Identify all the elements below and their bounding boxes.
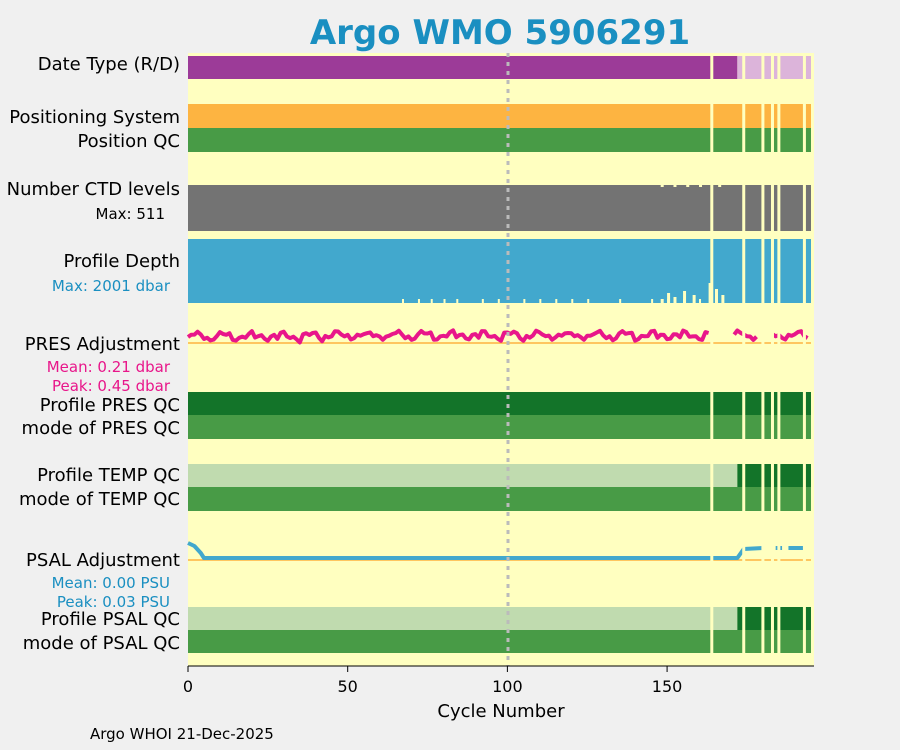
depth-notch	[401, 299, 404, 303]
profile-depth-band	[188, 239, 814, 303]
ctd-notch	[699, 185, 703, 187]
missing-cycle-gap	[811, 53, 814, 666]
label-depth-max: Max: 2001 dbar	[52, 277, 171, 295]
depth-notch	[699, 299, 702, 303]
x-axis-ticks: 0 50 100 150	[183, 666, 682, 696]
mode-psal-qc-band	[188, 630, 814, 653]
x-tick-label: 0	[183, 677, 193, 696]
profile-psal-qc-dark-band	[737, 607, 814, 630]
ctd-notch	[718, 185, 722, 187]
label-position-qc: Position QC	[77, 131, 180, 152]
label-pres-mean: Mean: 0.21 dbar	[47, 358, 171, 376]
position-qc-band	[188, 128, 814, 152]
label-ctd-max: Max: 511	[96, 205, 165, 223]
depth-notch	[619, 299, 622, 303]
depth-notch	[708, 283, 712, 303]
label-psal-peak: Peak: 0.03 PSU	[57, 593, 170, 611]
depth-notch	[481, 299, 484, 303]
missing-cycle-gap	[802, 53, 806, 666]
depth-notch	[667, 293, 671, 303]
missing-cycle-gaps	[710, 53, 814, 666]
mode-temp-qc-band	[188, 487, 814, 511]
label-date-type: Date Type (R/D)	[38, 54, 180, 75]
x-tick-label: 150	[652, 677, 683, 696]
depth-notch	[714, 289, 718, 303]
label-positioning-system: Positioning System	[9, 107, 180, 128]
missing-cycle-gap	[742, 53, 746, 666]
depth-notch	[692, 295, 696, 303]
date-type-delayed-band	[188, 56, 738, 79]
depth-notch	[673, 297, 677, 303]
ctd-levels-band	[188, 185, 814, 231]
depth-notch	[683, 291, 687, 303]
depth-notch	[587, 299, 590, 303]
depth-notch	[660, 299, 664, 303]
ctd-notch	[673, 185, 677, 187]
depth-notch	[555, 299, 558, 303]
profile-temp-qc-dark-band	[737, 464, 814, 487]
label-profile-pres-qc: Profile PRES QC	[40, 395, 180, 416]
footer-credit: Argo WHOI 21-Dec-2025	[90, 725, 274, 743]
qc-rows	[186, 56, 814, 653]
label-ctd-levels: Number CTD levels	[7, 179, 180, 200]
label-profile-psal-qc: Profile PSAL QC	[41, 609, 180, 630]
label-mode-psal-qc: mode of PSAL QC	[23, 633, 180, 654]
depth-notch	[417, 299, 420, 303]
profile-temp-qc-light-band	[188, 464, 738, 487]
positioning-system-band	[188, 104, 814, 128]
depth-notch	[430, 299, 433, 303]
missing-cycle-gap	[710, 53, 714, 666]
label-mode-temp-qc: mode of TEMP QC	[19, 489, 180, 510]
x-axis-label: Cycle Number	[437, 701, 565, 722]
depth-notch	[539, 299, 542, 303]
ctd-notch	[660, 185, 664, 187]
missing-cycle-gap	[761, 53, 765, 666]
depth-notch	[651, 299, 654, 303]
label-profile-temp-qc: Profile TEMP QC	[37, 465, 180, 486]
label-psal-adjustment: PSAL Adjustment	[26, 550, 180, 571]
plot-area	[188, 53, 814, 666]
depth-notch	[523, 299, 526, 303]
depth-notch	[443, 299, 446, 303]
chart-title: Argo WMO 5906291	[310, 13, 690, 53]
label-pres-peak: Peak: 0.45 dbar	[52, 377, 171, 395]
x-tick-label: 50	[338, 677, 358, 696]
depth-notch	[571, 299, 574, 303]
missing-cycle-gap	[777, 53, 781, 666]
label-psal-mean: Mean: 0.00 PSU	[52, 574, 170, 592]
profile-pres-qc-band	[188, 392, 814, 415]
label-mode-pres-qc: mode of PRES QC	[22, 418, 180, 439]
mode-pres-qc-band	[188, 415, 814, 439]
ctd-notch	[686, 185, 690, 187]
missing-cycle-gap	[770, 53, 774, 666]
depth-notch	[721, 295, 725, 303]
date-type-realtime-band	[737, 56, 814, 79]
depth-notch	[497, 299, 500, 303]
label-pres-adjustment: PRES Adjustment	[25, 334, 180, 355]
x-tick-label: 100	[492, 677, 523, 696]
profile-psal-qc-light-band	[188, 607, 738, 630]
depth-notch	[456, 299, 459, 303]
label-profile-depth: Profile Depth	[63, 251, 180, 272]
